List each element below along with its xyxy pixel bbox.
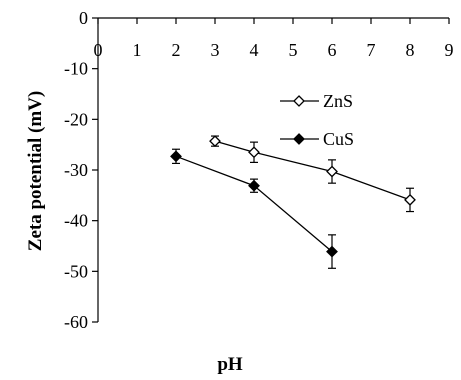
y-ticks: 0 -10 -20 -30 -40 -50 -60 [64, 8, 98, 332]
data-point [326, 165, 338, 178]
series-line [175, 155, 333, 253]
x-tick-label: 6 [328, 40, 337, 60]
x-tick-label: 3 [211, 40, 220, 60]
y-tick-label: -50 [64, 261, 88, 281]
y-tick-label: -20 [64, 109, 88, 129]
data-point [404, 193, 416, 206]
legend: ZnS CuS [280, 91, 354, 149]
data-point [248, 146, 260, 159]
series-cus [170, 148, 338, 269]
x-tick-label: 4 [250, 40, 259, 60]
data-point [248, 179, 260, 192]
data-point [170, 150, 182, 163]
x-tick-label: 8 [406, 40, 415, 60]
series-zns [209, 135, 416, 213]
legend-item-cus: CuS [280, 129, 354, 149]
series-line [214, 140, 411, 201]
legend-label: CuS [323, 129, 354, 149]
x-axis-title: pH [217, 354, 243, 375]
y-tick-label: -40 [64, 211, 88, 231]
data-point [209, 135, 221, 148]
legend-label: ZnS [323, 91, 353, 111]
x-ticks: 0 1 2 3 4 5 6 7 8 9 [94, 18, 454, 60]
axes [97, 17, 449, 322]
y-tick-label: -10 [64, 59, 88, 79]
series-layer [170, 135, 416, 269]
y-tick-label: -30 [64, 160, 88, 180]
x-tick-label: 9 [445, 40, 454, 60]
x-tick-label: 5 [289, 40, 298, 60]
x-tick-label: 1 [133, 40, 142, 60]
data-point [326, 245, 338, 258]
y-tick-label: 0 [79, 8, 88, 28]
legend-marker [293, 133, 305, 145]
y-tick-label: -60 [64, 312, 88, 332]
x-tick-label: 7 [367, 40, 376, 60]
legend-marker [293, 95, 305, 107]
y-axis-title: Zeta potential (mV) [25, 91, 46, 251]
x-tick-label: 0 [94, 40, 103, 60]
legend-item-zns: ZnS [280, 91, 353, 111]
x-tick-label: 2 [172, 40, 181, 60]
